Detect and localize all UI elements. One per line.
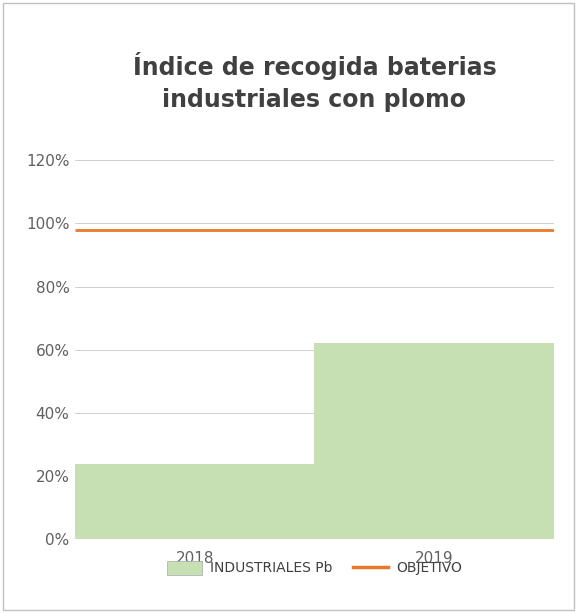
Bar xyxy=(75,463,314,539)
Title: Índice de recogida baterias
industriales con plomo: Índice de recogida baterias industriales… xyxy=(133,53,496,112)
Bar xyxy=(314,343,554,539)
Legend: INDUSTRIALES Pb, OBJETIVO: INDUSTRIALES Pb, OBJETIVO xyxy=(161,555,468,581)
